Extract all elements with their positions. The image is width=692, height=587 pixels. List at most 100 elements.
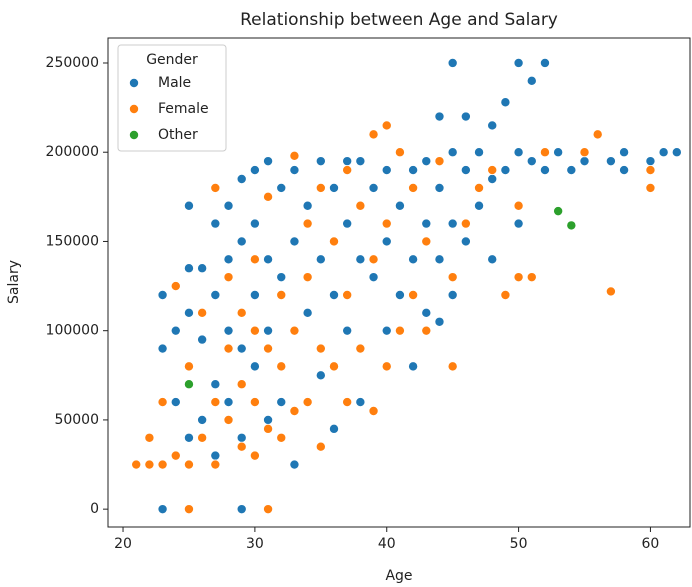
- point: [210, 397, 221, 408]
- legend-label: Other: [158, 127, 198, 143]
- point: [315, 343, 326, 354]
- point: [447, 272, 458, 283]
- point: [381, 325, 392, 336]
- y-tick-label: 150000: [46, 233, 99, 249]
- point: [263, 254, 274, 265]
- point: [249, 218, 260, 229]
- point: [249, 254, 260, 265]
- point: [342, 218, 353, 229]
- point: [236, 432, 247, 443]
- point: [183, 459, 194, 470]
- x-tick-label: 50: [510, 536, 528, 552]
- point: [526, 75, 537, 86]
- point: [619, 147, 630, 158]
- point: [170, 450, 181, 461]
- point: [421, 325, 432, 336]
- point: [513, 272, 524, 283]
- point: [183, 504, 194, 515]
- point: [487, 120, 498, 131]
- legend-title: Gender: [146, 52, 198, 68]
- point: [421, 307, 432, 318]
- point: [263, 423, 274, 434]
- point: [183, 379, 194, 390]
- point: [579, 156, 590, 167]
- point: [381, 165, 392, 176]
- point: [487, 254, 498, 265]
- point: [381, 120, 392, 131]
- point: [276, 272, 287, 283]
- point: [328, 289, 339, 300]
- point: [223, 325, 234, 336]
- point: [289, 236, 300, 247]
- point: [236, 173, 247, 184]
- point: [328, 182, 339, 193]
- point: [236, 343, 247, 354]
- point: [645, 165, 656, 176]
- point: [368, 182, 379, 193]
- point: [183, 307, 194, 318]
- point: [223, 343, 234, 354]
- point: [210, 459, 221, 470]
- chart-title: Relationship between Age and Salary: [240, 10, 558, 30]
- point: [157, 343, 168, 354]
- point: [539, 165, 550, 176]
- point: [223, 414, 234, 425]
- point: [408, 254, 419, 265]
- legend-marker: [128, 129, 139, 140]
- point: [249, 289, 260, 300]
- point: [671, 147, 682, 158]
- point: [223, 272, 234, 283]
- point: [500, 165, 511, 176]
- point: [500, 97, 511, 108]
- point: [289, 325, 300, 336]
- point: [447, 147, 458, 158]
- point: [394, 200, 405, 211]
- point: [474, 182, 485, 193]
- point: [263, 414, 274, 425]
- x-tick-label: 60: [642, 536, 660, 552]
- point: [302, 200, 313, 211]
- point: [197, 263, 208, 274]
- x-axis-label: Age: [385, 568, 412, 584]
- point: [223, 397, 234, 408]
- point: [355, 397, 366, 408]
- point: [513, 200, 524, 211]
- y-tick-label: 0: [90, 501, 99, 517]
- point: [276, 432, 287, 443]
- point: [249, 397, 260, 408]
- point: [328, 361, 339, 372]
- point: [566, 165, 577, 176]
- point: [394, 325, 405, 336]
- point: [289, 165, 300, 176]
- point: [539, 57, 550, 68]
- point: [157, 459, 168, 470]
- point: [487, 165, 498, 176]
- point: [131, 459, 142, 470]
- y-tick-label: 200000: [46, 144, 99, 160]
- point: [183, 263, 194, 274]
- point: [394, 289, 405, 300]
- point: [328, 423, 339, 434]
- point: [619, 165, 630, 176]
- point: [276, 361, 287, 372]
- point: [183, 361, 194, 372]
- point: [447, 218, 458, 229]
- legend-box: [117, 44, 227, 152]
- point: [408, 165, 419, 176]
- point: [236, 504, 247, 515]
- point: [328, 236, 339, 247]
- point: [460, 218, 471, 229]
- point: [434, 156, 445, 167]
- point: [236, 307, 247, 318]
- point: [368, 129, 379, 140]
- point: [210, 379, 221, 390]
- x-tick-label: 40: [378, 536, 396, 552]
- legend-label: Male: [158, 75, 191, 91]
- point: [210, 182, 221, 193]
- point: [170, 325, 181, 336]
- point: [157, 504, 168, 515]
- point: [249, 450, 260, 461]
- legend-marker: [128, 104, 139, 115]
